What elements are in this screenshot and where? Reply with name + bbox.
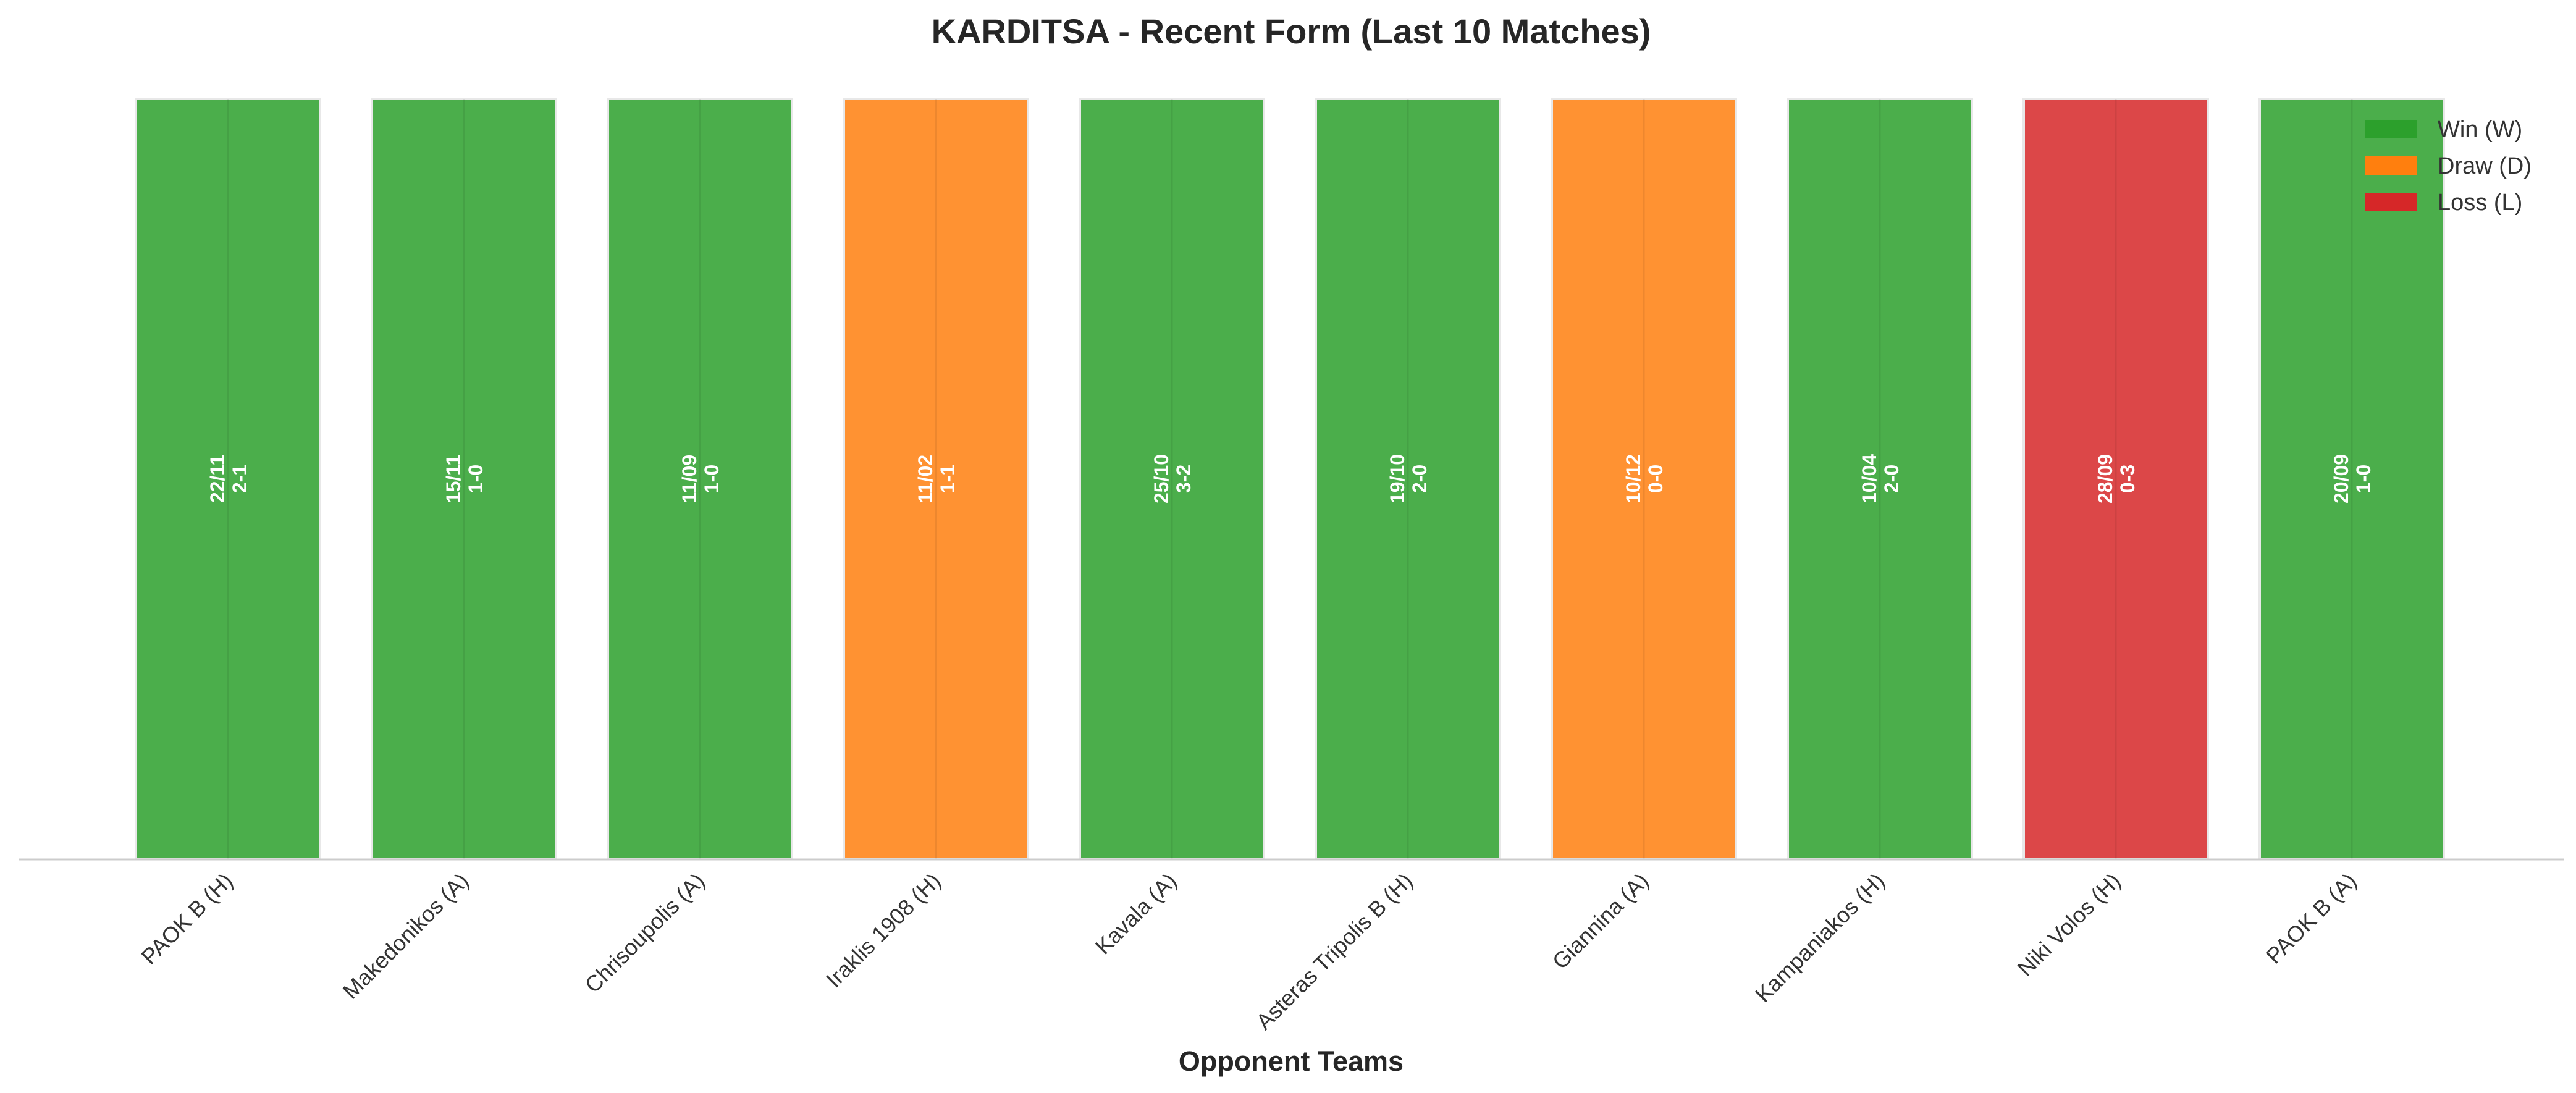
bar-score-8: 2-0 <box>1880 465 1903 493</box>
bar-date-3: 11/09 <box>678 455 701 503</box>
bar-label-8: 10/042-0 <box>1858 454 1903 504</box>
bar-label-6: 19/102-0 <box>1386 454 1431 504</box>
chart-title: KARDITSA - Recent Form (Last 10 Matches) <box>932 12 1651 51</box>
bar-10 <box>2258 98 2445 860</box>
bar-6 <box>1315 98 1501 860</box>
bar-score-6: 2-0 <box>1408 465 1431 493</box>
x-tick-label-8: Kampaniakos (H) <box>1750 868 1890 1008</box>
bar-label-4: 11/021-1 <box>914 455 959 503</box>
bar-1 <box>135 98 321 860</box>
bar-2 <box>371 98 557 860</box>
x-tick-label-1: PAOK B (H) <box>136 868 237 969</box>
bar-score-7: 0-0 <box>1644 465 1667 493</box>
bar-label-7: 10/120-0 <box>1622 454 1667 504</box>
bar-score-10: 1-0 <box>2352 465 2375 493</box>
bar-score-3: 1-0 <box>701 465 723 493</box>
legend-swatch-l <box>2365 193 2417 211</box>
bar-score-4: 1-1 <box>937 465 959 493</box>
bar-score-5: 3-2 <box>1172 465 1195 493</box>
bar-date-6: 19/10 <box>1386 454 1408 504</box>
bar-date-10: 20/09 <box>2330 454 2352 504</box>
bar-label-3: 11/091-0 <box>678 455 723 503</box>
x-tick-label-2: Makedonikos (A) <box>338 868 474 1004</box>
x-tick-label-6: Asteras Tripolis B (H) <box>1251 868 1417 1034</box>
bar-label-2: 15/111-0 <box>442 455 487 503</box>
x-tick-labels: PAOK B (H) Makedonikos (A) Chrisoupolis (A… <box>136 868 2361 1034</box>
bar-label-5: 25/103-2 <box>1150 454 1195 504</box>
bar-date-5: 25/10 <box>1150 454 1172 504</box>
x-axis-label: Opponent Teams <box>1179 1045 1404 1077</box>
bar-score-1: 2-1 <box>229 465 251 493</box>
bar-label-1: 22/112-1 <box>206 455 251 503</box>
x-tick-label-3: Chrisoupolis (A) <box>580 868 710 998</box>
legend: Win (W) Draw (D) Loss (L) <box>2365 117 2532 216</box>
legend-swatch-w <box>2365 120 2417 138</box>
bar-date-9: 28/09 <box>2094 454 2116 504</box>
bar-score-2: 1-0 <box>465 465 487 493</box>
x-tick-label-9: Niki Volos (H) <box>2012 868 2125 981</box>
bar-label-10: 20/091-0 <box>2330 454 2375 504</box>
x-tick-label-10: PAOK B (A) <box>2261 868 2362 969</box>
x-tick-label-5: Kavala (A) <box>1090 868 1182 960</box>
bar-5 <box>1079 98 1265 860</box>
x-tick-label-4: Iraklis 1908 (H) <box>821 868 946 993</box>
bar-date-1: 22/11 <box>206 455 229 503</box>
bar-label-9: 28/090-3 <box>2094 454 2139 504</box>
bar-date-7: 10/12 <box>1622 454 1644 504</box>
legend-swatch-d <box>2365 156 2417 175</box>
legend-label-l: Loss (L) <box>2438 190 2522 216</box>
bar-3 <box>607 98 793 860</box>
legend-label-d: Draw (D) <box>2438 153 2532 179</box>
bar-score-9: 0-3 <box>2116 465 2139 493</box>
bar-7 <box>1551 98 1737 860</box>
legend-label-w: Win (W) <box>2438 117 2522 143</box>
bar-date-2: 15/11 <box>442 455 465 503</box>
bar-date-4: 11/02 <box>914 455 937 503</box>
bars-group: 22/112-1 15/111-0 11/091-0 11/021-1 25/103-2… <box>135 98 2445 860</box>
bar-date-8: 10/04 <box>1858 454 1880 504</box>
bar-4 <box>843 98 1029 860</box>
x-tick-label-7: Giannina (A) <box>1547 868 1654 974</box>
